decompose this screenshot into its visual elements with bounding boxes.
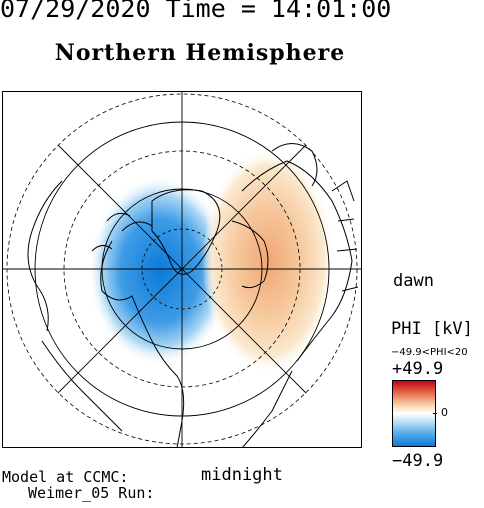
colorbar-range-label: −49.9<PHI<20 xyxy=(391,347,468,358)
coastline-scandinavia xyxy=(271,143,318,187)
dawn-label: dawn xyxy=(393,271,434,291)
coastline-europe xyxy=(331,180,359,292)
midnight-label: midnight xyxy=(201,465,283,485)
coastline-eurasia-west xyxy=(241,160,353,362)
coastline-canadian-islands xyxy=(91,212,153,252)
meridian xyxy=(57,144,307,394)
colorbar-zero-label: 0 xyxy=(441,406,448,419)
coastline-siberia xyxy=(231,220,269,289)
header-datetime: 07/29/2020 Time = 14:01:00 xyxy=(0,0,392,23)
coastline-alaska xyxy=(27,180,63,332)
colorbar-max-label: +49.9 xyxy=(392,359,444,379)
coastline-greenland xyxy=(151,189,221,275)
model-credit-line1: Model at CCMC: xyxy=(2,468,129,486)
colorbar-quantity-label: PHI [kV] xyxy=(391,319,473,339)
coastline-east-asia xyxy=(241,370,293,448)
polar-map xyxy=(2,91,362,448)
colorbar xyxy=(392,380,436,447)
coastline-north-america xyxy=(100,240,185,448)
colorbar-zero-tick xyxy=(433,413,437,414)
model-credit-line2: Weimer_05 Run: xyxy=(28,484,155,502)
colorbar-min-label: −49.9 xyxy=(392,451,444,471)
negative-potential-cell xyxy=(88,176,232,366)
coastline-pacific xyxy=(41,340,123,432)
map-title: Northern Hemisphere xyxy=(54,40,346,66)
